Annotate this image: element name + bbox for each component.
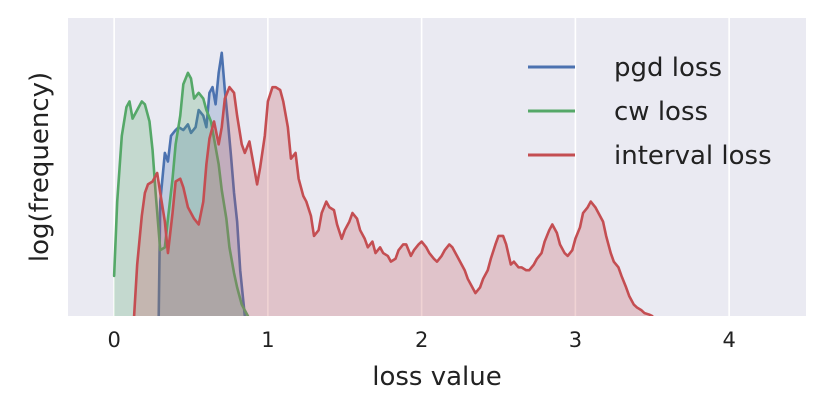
y-axis-label: log(frequency) (25, 72, 55, 262)
series-area-1 (114, 72, 248, 316)
x-tick-label: 1 (261, 328, 274, 352)
series-line-2 (132, 85, 654, 316)
x-tick-label: 3 (569, 328, 582, 352)
series-line-1 (112, 71, 250, 316)
legend-label: cw loss (614, 97, 708, 127)
x-tick-label: 4 (722, 328, 735, 352)
legend-label: interval loss (614, 141, 772, 171)
series-line-0 (157, 51, 247, 316)
x-axis-label: loss value (372, 362, 502, 392)
series-layer (112, 51, 654, 316)
legend: pgd loss cw loss interval loss (528, 53, 772, 171)
legend-label: pgd loss (614, 53, 722, 83)
x-tick-labels: 0 1 2 3 4 (107, 328, 735, 352)
plot-area (68, 18, 806, 316)
x-tick-label: 0 (107, 328, 120, 352)
x-tick-label: 2 (415, 328, 428, 352)
gridlines (113, 18, 730, 316)
